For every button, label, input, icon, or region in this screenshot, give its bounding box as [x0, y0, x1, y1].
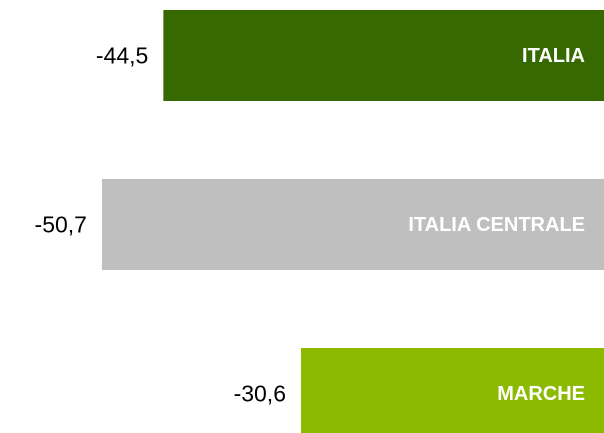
category-label: MARCHE — [497, 383, 585, 405]
bar — [101, 179, 604, 270]
bar — [163, 10, 604, 101]
value-label: -50,7 — [35, 212, 87, 238]
category-label: ITALIA — [522, 45, 585, 67]
bar — [301, 348, 604, 433]
value-label: -30,6 — [234, 381, 286, 407]
value-label: -44,5 — [96, 43, 148, 69]
category-label: ITALIA CENTRALE — [408, 214, 585, 236]
